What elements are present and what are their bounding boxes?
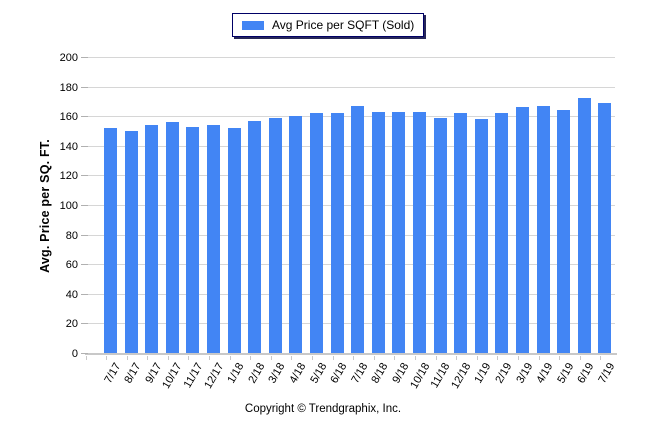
bar-7-17 bbox=[104, 128, 117, 353]
x-tick-mark bbox=[188, 356, 190, 360]
y-tick-label-20: 20 bbox=[65, 318, 78, 331]
x-tick-mark bbox=[373, 356, 375, 360]
bar-12-17 bbox=[207, 125, 220, 353]
bar-5-19 bbox=[557, 110, 571, 353]
gridline-180 bbox=[87, 86, 615, 88]
y-tick-label-180: 180 bbox=[59, 81, 78, 94]
bar-6-18 bbox=[330, 113, 344, 353]
x-tick-mark bbox=[250, 356, 252, 360]
x-tick-mark bbox=[497, 356, 499, 360]
legend-label: Avg Price per SQFT (Sold) bbox=[272, 18, 415, 32]
x-tick-mark bbox=[476, 356, 478, 360]
y-tick-mark bbox=[81, 116, 88, 118]
bar-8-17 bbox=[124, 131, 138, 353]
y-tick-label-100: 100 bbox=[59, 200, 78, 212]
x-tick-mark bbox=[106, 356, 107, 360]
y-tick-label-60: 60 bbox=[65, 259, 78, 272]
x-tick-mark bbox=[518, 356, 519, 360]
x-axis-line bbox=[85, 353, 617, 355]
gridline-100 bbox=[87, 205, 615, 206]
plot-area bbox=[85, 57, 617, 360]
bar-11-18 bbox=[433, 118, 447, 353]
y-tick-mark bbox=[81, 86, 88, 88]
y-tick-mark bbox=[81, 293, 88, 295]
gridline-20 bbox=[87, 323, 615, 325]
x-tick-mark bbox=[291, 356, 293, 360]
x-tick-mark bbox=[270, 356, 272, 360]
gridline-160 bbox=[87, 116, 615, 118]
bar-4-19 bbox=[536, 106, 550, 353]
bar-10-18 bbox=[413, 112, 426, 353]
bar-5-18 bbox=[310, 113, 323, 353]
bar-8-18 bbox=[371, 112, 385, 353]
y-tick-mark bbox=[81, 264, 88, 266]
bar-1-18 bbox=[227, 128, 241, 353]
x-tick-mark bbox=[559, 356, 561, 360]
bar-12-18 bbox=[454, 113, 468, 353]
bar-7-19 bbox=[598, 103, 612, 353]
bar-9-18 bbox=[392, 112, 406, 353]
y-tick-label-40: 40 bbox=[65, 288, 78, 301]
gridline-80 bbox=[87, 234, 615, 236]
y-tick-mark bbox=[81, 323, 88, 325]
x-tick-mark bbox=[415, 356, 416, 360]
y-tick-mark bbox=[81, 353, 88, 354]
x-tick-mark bbox=[126, 356, 128, 360]
bar-6-19 bbox=[577, 98, 591, 353]
x-tick-mark bbox=[435, 356, 437, 360]
bar-2-18 bbox=[248, 121, 262, 353]
x-tick-mark bbox=[147, 356, 149, 360]
bar-7-18 bbox=[351, 106, 365, 353]
bar-9-17 bbox=[145, 125, 159, 353]
x-tick-mark bbox=[456, 356, 458, 360]
bar-3-18 bbox=[268, 118, 282, 353]
x-tick-mark bbox=[600, 356, 602, 360]
gridline-40 bbox=[87, 293, 615, 295]
copyright-text: Copyright © Trendgraphix, Inc. bbox=[244, 403, 402, 415]
bar-11-17 bbox=[186, 127, 200, 353]
x-tick-mark bbox=[579, 356, 581, 360]
bar-1-19 bbox=[474, 119, 488, 353]
y-tick-mark bbox=[81, 145, 88, 147]
bar-4-18 bbox=[289, 116, 303, 353]
bar-3-19 bbox=[516, 107, 529, 353]
gridline-200 bbox=[87, 57, 615, 58]
y-tick-mark bbox=[81, 205, 88, 206]
x-tick-mark bbox=[353, 356, 355, 360]
gridline-120 bbox=[87, 175, 615, 177]
gridline-60 bbox=[87, 264, 615, 266]
x-tick-mark bbox=[167, 356, 169, 360]
legend-box: Avg Price per SQFT (Sold) bbox=[232, 13, 425, 37]
y-tick-label-200: 200 bbox=[59, 52, 78, 64]
y-tick-label-160: 160 bbox=[59, 111, 78, 124]
y-tick-label-140: 140 bbox=[59, 140, 78, 153]
x-tick-mark bbox=[538, 356, 540, 360]
y-tick-mark bbox=[81, 175, 88, 177]
y-tick-label-80: 80 bbox=[65, 229, 78, 242]
y-tick-mark bbox=[81, 234, 88, 236]
y-tick-label-0: 0 bbox=[71, 348, 78, 360]
gridline-140 bbox=[87, 145, 615, 147]
y-tick-label-120: 120 bbox=[59, 170, 78, 183]
x-tick-mark bbox=[332, 356, 334, 360]
legend-swatch bbox=[242, 20, 264, 30]
bar-2-19 bbox=[495, 113, 509, 353]
x-tick-mark bbox=[209, 356, 210, 360]
x-tick-mark bbox=[229, 356, 231, 360]
bar-10-17 bbox=[165, 122, 179, 353]
y-tick-mark bbox=[81, 57, 88, 58]
x-tick-mark bbox=[85, 356, 87, 360]
x-tick-mark bbox=[394, 356, 396, 360]
x-tick-mark bbox=[312, 356, 313, 360]
